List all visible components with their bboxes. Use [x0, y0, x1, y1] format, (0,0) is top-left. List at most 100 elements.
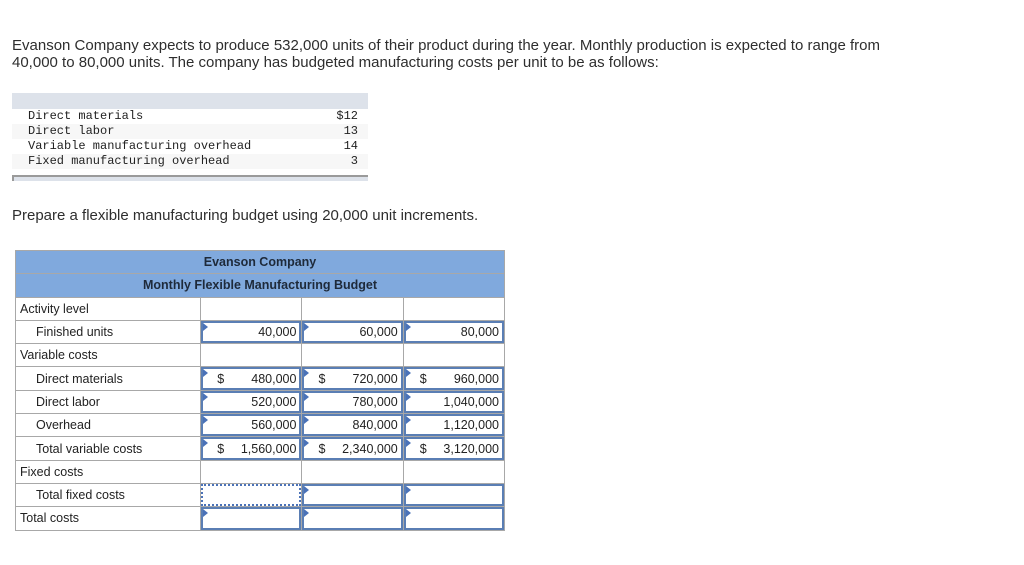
- input-value: 720,000: [352, 371, 398, 386]
- answer-flag-icon: [405, 369, 411, 378]
- cost-label: Direct labor: [12, 124, 309, 139]
- overhead-input-1[interactable]: 560,000: [201, 414, 302, 437]
- direct-materials-input-3[interactable]: $960,000: [403, 367, 504, 390]
- unit-cost-table: Direct materials $12 Direct labor 13 Var…: [12, 93, 368, 181]
- answer-flag-icon: [304, 439, 310, 448]
- cost-label: Direct materials: [12, 109, 309, 124]
- overhead-input-2[interactable]: 840,000: [302, 414, 403, 437]
- company-name: Evanson Company: [15, 249, 505, 275]
- table-row: Total variable costs $1,560,000 $2,340,0…: [14, 436, 506, 461]
- empty-cell: [301, 343, 404, 368]
- table-row: Total fixed costs: [14, 482, 506, 508]
- empty-cell: [200, 343, 303, 368]
- input-value: 560,000: [251, 418, 297, 433]
- answer-flag-icon: [405, 392, 411, 401]
- total-variable-input-3[interactable]: $3,120,000: [403, 437, 504, 460]
- answer-flag-icon: [203, 416, 209, 425]
- answer-flag-icon: [304, 369, 310, 378]
- answer-flag-icon: [405, 509, 411, 518]
- row-label-direct-labor: Direct labor: [14, 389, 202, 415]
- empty-cell: [402, 459, 506, 484]
- total-fixed-input-3[interactable]: [403, 483, 504, 507]
- table-row: Total costs: [14, 506, 506, 531]
- instruction-text: Prepare a flexible manufacturing budget …: [12, 207, 479, 224]
- input-value: 3,120,000: [443, 441, 499, 456]
- answer-flag-icon: [203, 439, 209, 448]
- direct-materials-input-2[interactable]: $720,000: [302, 367, 403, 390]
- budget-title-row: Evanson Company: [15, 249, 505, 275]
- input-value: 80,000: [460, 325, 499, 340]
- cost-amount: 3: [308, 154, 368, 169]
- total-costs-input-3[interactable]: [403, 507, 504, 530]
- currency-symbol: $: [318, 371, 326, 386]
- total-fixed-input-1[interactable]: [201, 483, 302, 507]
- row-label-total-fixed-costs: Total fixed costs: [14, 482, 202, 508]
- row-label-direct-materials: Direct materials: [14, 366, 202, 391]
- table-row: Activity level: [14, 296, 506, 321]
- input-value: 520,000: [251, 394, 297, 409]
- empty-cell: [200, 459, 303, 484]
- row-label-total-variable-costs: Total variable costs: [14, 436, 202, 461]
- budget-subtitle: Monthly Flexible Manufacturing Budget: [15, 273, 505, 298]
- answer-flag-icon: [203, 509, 209, 518]
- table-bottom-bar: [12, 175, 368, 181]
- empty-cell: [402, 343, 506, 368]
- table-row: Overhead 560,000 840,000 1,120,000: [14, 413, 506, 438]
- table-row: Variable costs: [14, 343, 506, 368]
- currency-symbol: $: [217, 441, 225, 456]
- finished-units-input-3[interactable]: 80,000: [403, 320, 504, 344]
- answer-flag-icon: [405, 416, 411, 425]
- table-row: Fixed costs: [14, 459, 506, 484]
- budget-subtitle-row: Monthly Flexible Manufacturing Budget: [15, 273, 505, 298]
- answer-flag-icon: [405, 322, 411, 331]
- empty-cell: [200, 296, 303, 321]
- answer-flag-icon: [405, 485, 411, 494]
- answer-flag-icon: [203, 392, 209, 401]
- total-costs-input-1[interactable]: [201, 507, 302, 530]
- answer-flag-icon: [304, 322, 310, 331]
- overhead-input-3[interactable]: 1,120,000: [403, 414, 504, 437]
- row-label-total-costs: Total costs: [14, 506, 202, 531]
- table-top-bar: [12, 93, 368, 109]
- answer-flag-icon: [304, 392, 310, 401]
- answer-flag-icon: [304, 416, 310, 425]
- empty-cell: [301, 459, 404, 484]
- direct-labor-input-3[interactable]: 1,040,000: [403, 390, 504, 414]
- total-costs-input-2[interactable]: [302, 507, 403, 530]
- answer-flag-icon: [304, 509, 310, 518]
- answer-flag-icon: [405, 439, 411, 448]
- finished-units-input-1[interactable]: 40,000: [201, 320, 302, 344]
- input-value: 2,340,000: [342, 441, 398, 456]
- input-value: 1,040,000: [443, 394, 499, 409]
- cost-label: Variable manufacturing overhead: [12, 139, 309, 154]
- table-row: Direct labor 13: [12, 124, 368, 139]
- answer-flag-icon: [304, 485, 310, 494]
- answer-flag-icon: [203, 369, 209, 378]
- finished-units-input-2[interactable]: 60,000: [302, 320, 403, 344]
- row-label-overhead: Overhead: [14, 413, 202, 438]
- currency-symbol: $: [419, 371, 427, 386]
- input-value: 1,120,000: [443, 418, 499, 433]
- cost-amount: 14: [308, 139, 368, 154]
- input-value: 40,000: [258, 325, 297, 340]
- total-variable-input-2[interactable]: $2,340,000: [302, 437, 403, 460]
- answer-flag-icon: [203, 322, 209, 331]
- table-row: Direct labor 520,000 780,000 1,040,000: [14, 389, 506, 415]
- problem-line-1: Evanson Company expects to produce 532,0…: [12, 37, 881, 54]
- row-label-variable-costs: Variable costs: [14, 343, 202, 368]
- direct-labor-input-2[interactable]: 780,000: [302, 390, 403, 414]
- total-fixed-input-2[interactable]: [302, 483, 403, 507]
- problem-statement: Evanson Company expects to produce 532,0…: [12, 37, 1012, 71]
- problem-line-2: 40,000 to 80,000 units. The company has …: [12, 54, 659, 71]
- table-row: Finished units 40,000 60,000 80,000: [14, 319, 506, 345]
- cost-amount: $12: [308, 109, 368, 124]
- direct-materials-input-1[interactable]: $480,000: [201, 367, 302, 390]
- table-row: Direct materials $480,000 $720,000 $960,…: [14, 366, 506, 391]
- total-variable-input-1[interactable]: $1,560,000: [201, 437, 302, 460]
- table-row: Fixed manufacturing overhead 3: [12, 154, 368, 169]
- input-value: 840,000: [352, 418, 398, 433]
- direct-labor-input-1[interactable]: 520,000: [201, 390, 302, 414]
- currency-symbol: $: [419, 441, 427, 456]
- input-value: 960,000: [453, 371, 499, 386]
- flexible-budget-table: Evanson Company Monthly Flexible Manufac…: [14, 249, 506, 531]
